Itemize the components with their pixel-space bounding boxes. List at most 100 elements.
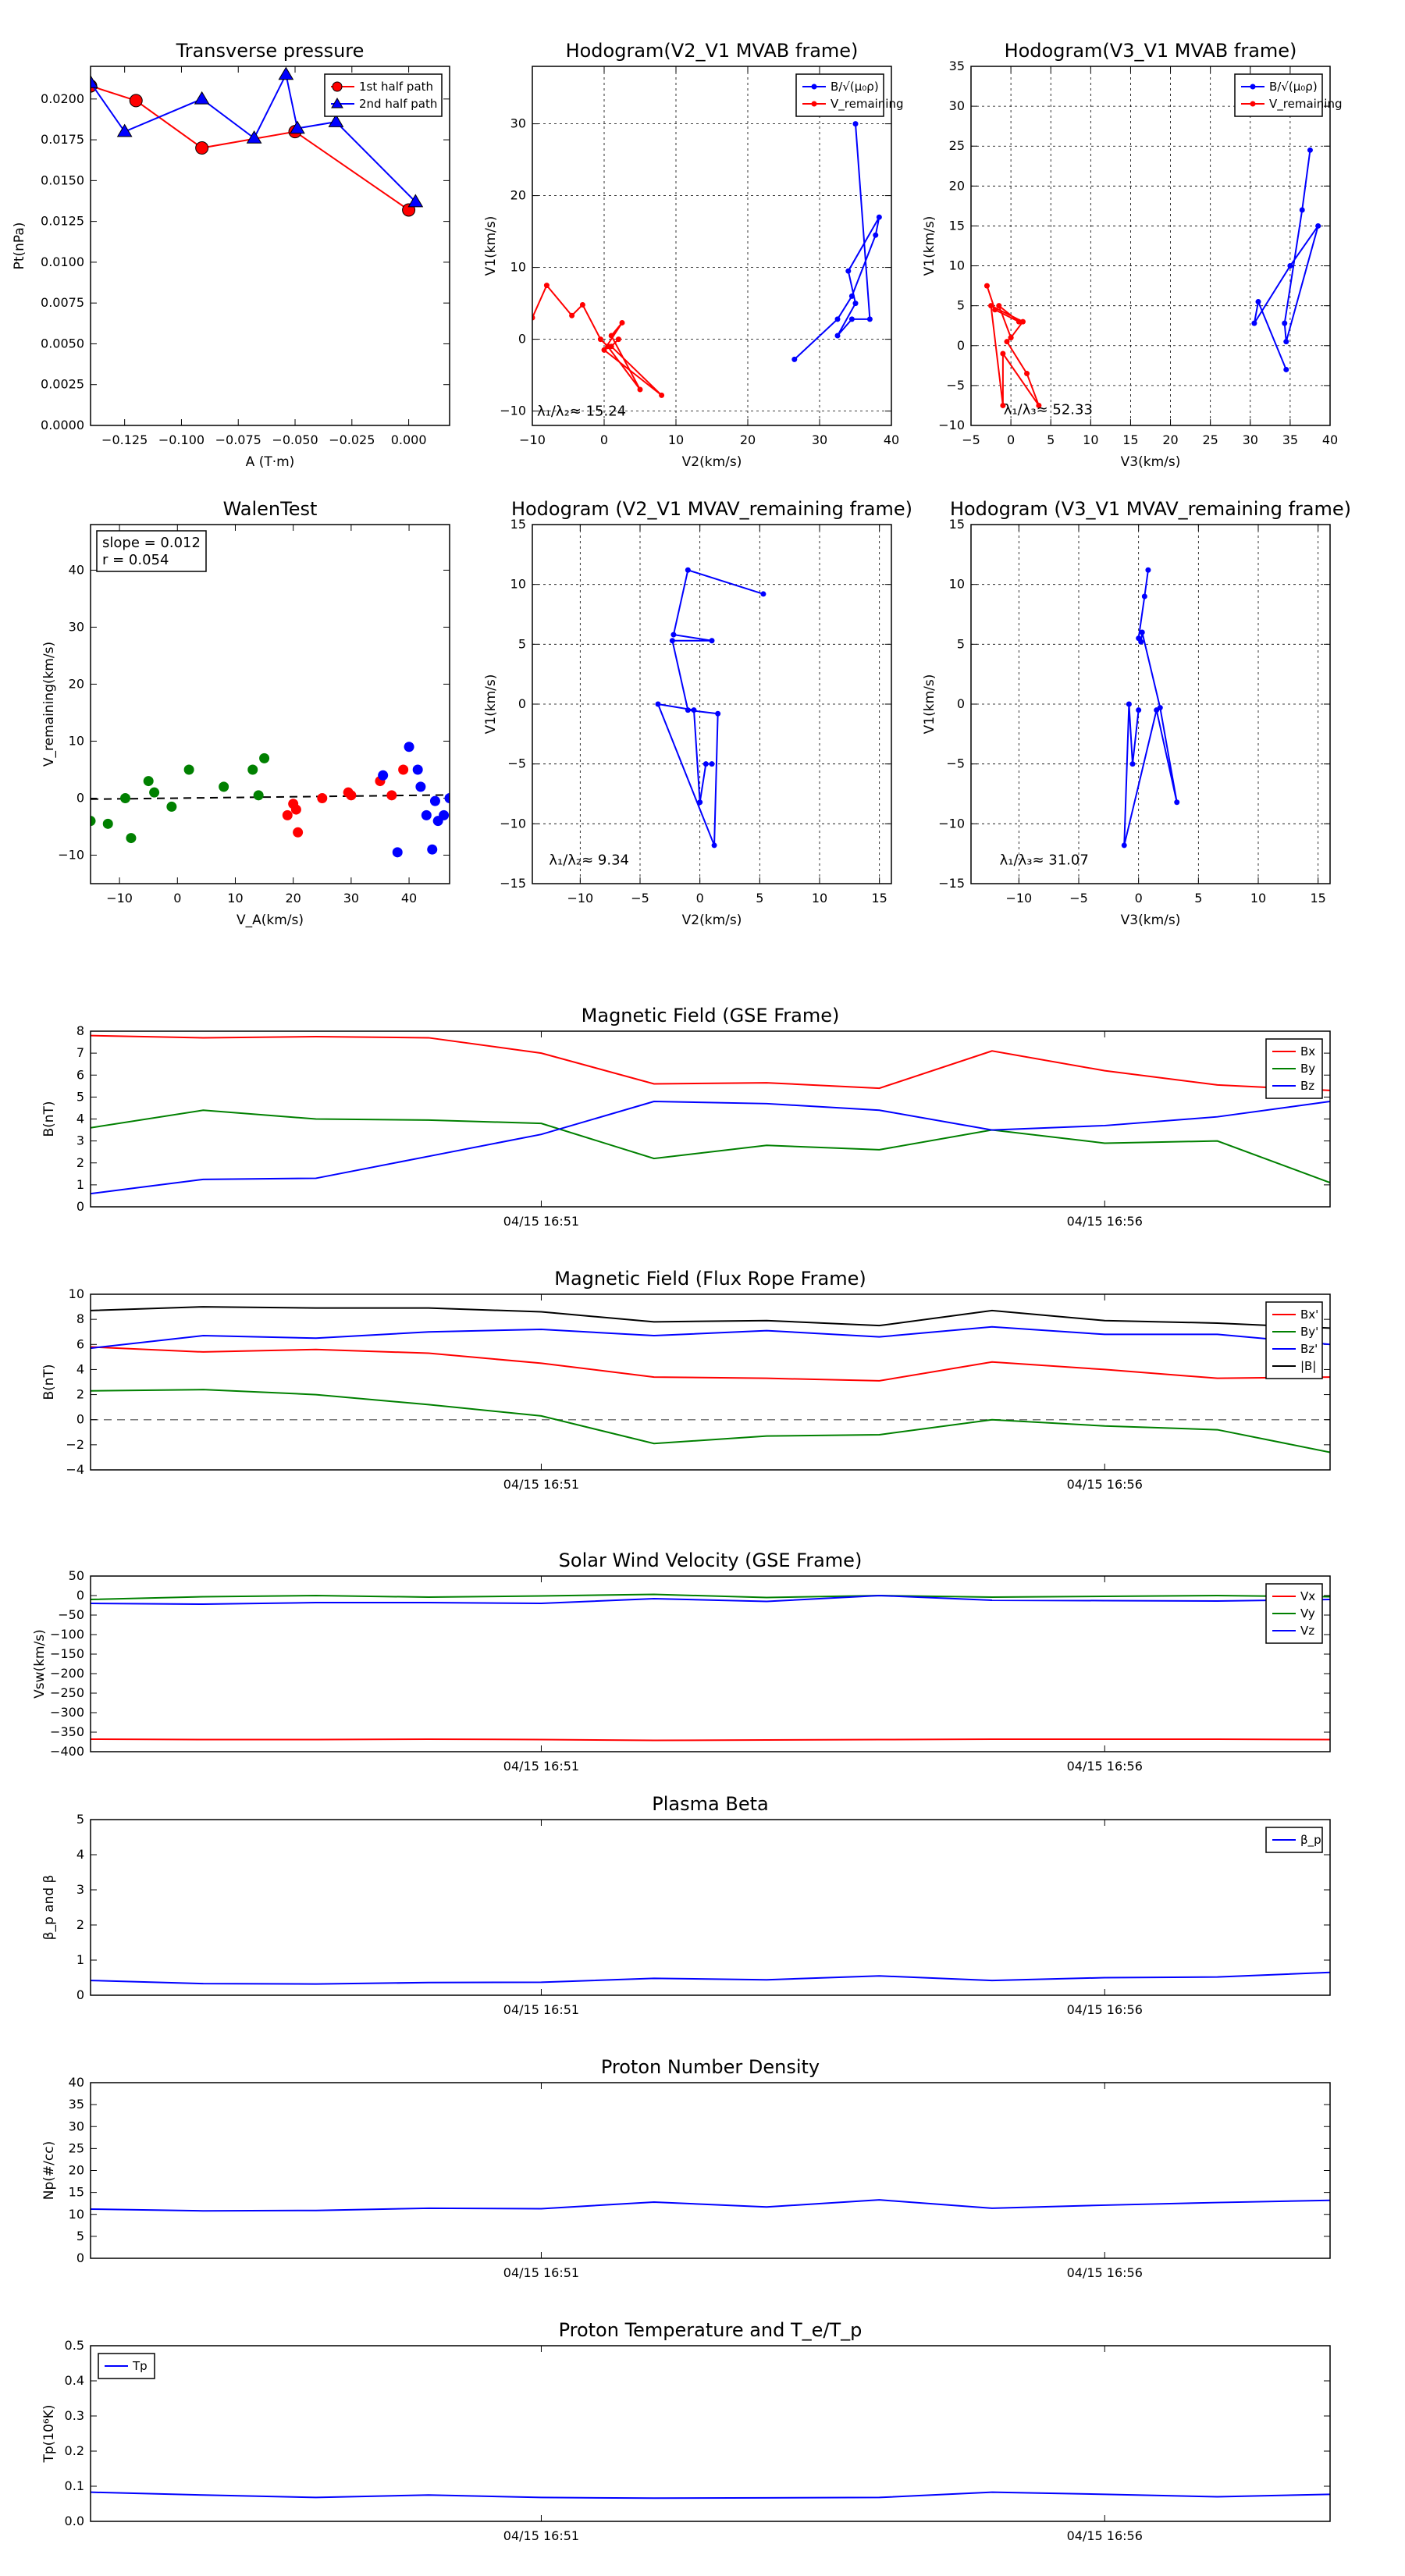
y-tick-label: 10 bbox=[949, 258, 965, 273]
legend-label: 2nd half path bbox=[359, 97, 437, 111]
data-point bbox=[1139, 629, 1145, 635]
series-line-V_remaining bbox=[656, 568, 764, 846]
data-point bbox=[852, 301, 859, 307]
panel-hodo1: −10 0 10 20 30 40 −10 0 10 20 30 Hodogram(V2_V1 MVA… bbox=[483, 40, 904, 470]
legend-marker bbox=[811, 101, 817, 107]
y-tick-label: −50 bbox=[58, 1607, 84, 1622]
data-point bbox=[702, 761, 709, 767]
y-axis-label: Pt(nPa) bbox=[12, 222, 27, 270]
series-line-Vz bbox=[91, 1594, 1330, 1606]
series-line-V_remaining bbox=[532, 283, 663, 397]
x-tick-label: 04/15 16:51 bbox=[503, 2265, 579, 2280]
plot-frame bbox=[90, 1819, 1331, 1996]
y-tick-label: 10 bbox=[69, 2207, 84, 2222]
y-axis-label: β_p and β bbox=[41, 1875, 57, 1941]
chart-title: Hodogram(V2_V1 MVAB frame) bbox=[566, 40, 859, 62]
y-tick-label: −100 bbox=[50, 1627, 84, 1642]
panel-tp: −0.125 −0.100 −0.075 −0.050 −0.025 0.000 0.000… bbox=[12, 40, 450, 470]
y-tick-label: 40 bbox=[69, 2075, 84, 2090]
plot-area bbox=[532, 121, 882, 398]
panel-tp_temp: 04/15 16:51 04/15 16:56 0.0 0.1 0.2 0.3 0.4 0.5… bbox=[41, 2319, 1331, 2543]
y-axis-label: V1(km/s) bbox=[483, 216, 499, 276]
scatter-point bbox=[317, 792, 328, 803]
scatter-point bbox=[421, 809, 432, 820]
plot-frame bbox=[90, 2082, 1331, 2259]
x-tick-label: 5 bbox=[1194, 891, 1202, 906]
plot-frame bbox=[90, 1575, 1331, 1752]
y-tick-label: 15 bbox=[510, 517, 526, 532]
x-axis-label: V3(km/s) bbox=[1121, 913, 1181, 928]
y-tick-label: 8 bbox=[76, 1311, 84, 1326]
y-tick-label: −10 bbox=[938, 418, 965, 432]
scatter-point bbox=[378, 770, 389, 781]
data-point bbox=[848, 316, 855, 322]
data-point bbox=[1255, 299, 1261, 305]
scatter-point bbox=[253, 790, 264, 801]
data-point bbox=[1307, 147, 1313, 153]
scatter-point bbox=[259, 753, 270, 763]
plot-area bbox=[91, 1971, 1330, 1985]
y-tick-label: 1 bbox=[76, 1177, 84, 1192]
y-tick-label: 4 bbox=[76, 1112, 84, 1126]
y-tick-label: 0 bbox=[76, 1412, 84, 1427]
y-tick-label: 2 bbox=[76, 1387, 84, 1402]
y-tick-label: 10 bbox=[949, 577, 965, 592]
series-line-|B| bbox=[91, 1306, 1330, 1329]
x-tick-label: 04/15 16:51 bbox=[503, 1477, 579, 1492]
data-point-circle bbox=[129, 94, 143, 108]
x-tick-label: 04/15 16:51 bbox=[503, 2002, 579, 2017]
legend-label: Vz bbox=[1300, 1624, 1314, 1638]
series-line-V_remaining bbox=[1123, 570, 1178, 846]
chart-title: Plasma Beta bbox=[652, 1793, 768, 1815]
data-point bbox=[619, 319, 625, 326]
y-tick-label: 4 bbox=[76, 1847, 84, 1862]
y-tick-label: 0 bbox=[76, 1199, 84, 1214]
y-tick-label: 30 bbox=[949, 98, 965, 113]
y-tick-label: 0 bbox=[76, 2250, 84, 2265]
x-tick-label: 40 bbox=[1322, 432, 1338, 447]
y-tick-label: 0.0 bbox=[65, 2514, 84, 2528]
scatter-point bbox=[398, 764, 409, 775]
scatter-point bbox=[427, 844, 438, 855]
legend-marker bbox=[1250, 101, 1256, 107]
y-axis-label: Tp(10⁶K) bbox=[41, 2404, 57, 2463]
data-point-triangle bbox=[290, 120, 305, 134]
data-point bbox=[852, 121, 859, 127]
x-tick-label: 10 bbox=[812, 891, 827, 906]
y-tick-label: 5 bbox=[76, 2229, 84, 2243]
x-tick-label: 04/15 16:56 bbox=[1067, 2002, 1143, 2017]
data-point bbox=[715, 710, 721, 717]
data-point bbox=[1136, 707, 1142, 713]
plot-frame bbox=[90, 1030, 1331, 1208]
x-tick-label: 30 bbox=[343, 891, 359, 906]
data-point bbox=[655, 701, 661, 707]
plot-area bbox=[91, 2491, 1330, 2500]
scatter-point bbox=[247, 764, 258, 775]
y-axis-label: Np(#/cc) bbox=[41, 2141, 57, 2200]
plot-frame bbox=[532, 524, 892, 884]
data-point bbox=[608, 333, 614, 339]
y-tick-label: −200 bbox=[50, 1666, 84, 1681]
y-tick-label: 0.0050 bbox=[41, 336, 84, 350]
y-tick-label: 0.3 bbox=[65, 2408, 84, 2423]
annotation-box bbox=[96, 530, 207, 572]
legend-box bbox=[1234, 73, 1323, 117]
series-line-Bz bbox=[91, 1100, 1330, 1195]
legend-marker bbox=[1250, 84, 1256, 90]
chart-title: Proton Temperature and T_e/T_p bbox=[559, 2319, 863, 2341]
x-tick-label: −10 bbox=[567, 891, 593, 906]
x-axis-label: V2(km/s) bbox=[682, 454, 742, 470]
data-point bbox=[984, 283, 990, 289]
x-tick-label: 0 bbox=[1007, 432, 1015, 447]
plot-frame bbox=[90, 66, 450, 426]
y-tick-label: −10 bbox=[500, 816, 526, 831]
y-tick-label: 25 bbox=[69, 2140, 84, 2155]
y-tick-label: 20 bbox=[510, 188, 526, 203]
data-point-triangle bbox=[91, 74, 98, 88]
chart-title: WalenTest bbox=[223, 498, 318, 520]
series-line-By bbox=[91, 1109, 1330, 1184]
chart-title: Magnetic Field (Flux Rope Frame) bbox=[554, 1268, 866, 1290]
x-tick-label: 15 bbox=[1310, 891, 1325, 906]
